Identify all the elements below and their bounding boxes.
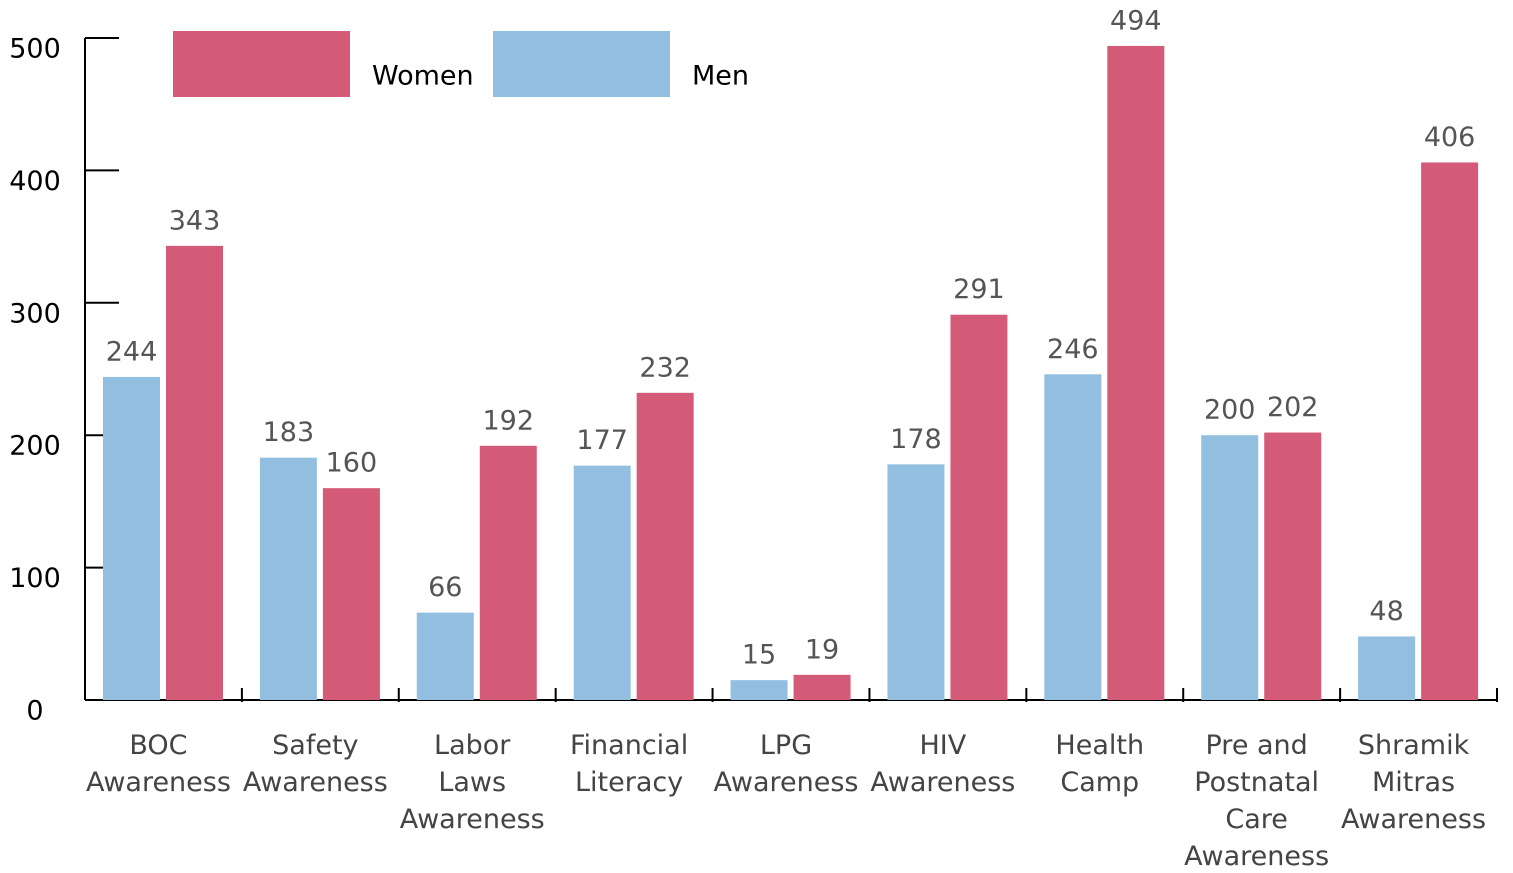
value-label: 19 [805, 634, 839, 665]
x-tick-label: Health Camp [1055, 730, 1145, 798]
bar [730, 680, 788, 700]
x-tick-label: BOC Awareness [85, 730, 231, 798]
bar [1421, 162, 1479, 700]
bar [573, 465, 631, 700]
y-tick-label: 300 [9, 298, 61, 329]
value-label: 160 [326, 448, 378, 479]
bar [166, 245, 223, 701]
legend-swatch [173, 31, 350, 97]
y-tick-label: 0 [26, 696, 43, 727]
bar [416, 612, 474, 700]
x-tick-label: Shramik Mitras Awareness [1341, 730, 1487, 835]
legend-swatch [493, 31, 670, 97]
value-label: 178 [890, 424, 942, 455]
bar [322, 488, 380, 700]
value-label: 343 [169, 205, 221, 236]
value-label: 177 [576, 425, 628, 456]
bar [259, 457, 317, 700]
value-label: 192 [483, 405, 535, 436]
bar [1107, 45, 1165, 701]
value-label: 291 [953, 274, 1005, 305]
value-label: 406 [1424, 122, 1476, 153]
bar [479, 445, 537, 700]
x-tick-label: Labor Laws Awareness [399, 730, 545, 835]
bar [1264, 432, 1322, 700]
y-tick-label: 100 [9, 563, 61, 594]
bar [636, 392, 694, 700]
x-tick-label: Safety Awareness [242, 730, 388, 798]
value-label: 494 [1110, 5, 1162, 36]
value-label: 244 [106, 336, 158, 367]
bar [793, 674, 851, 700]
value-label: 66 [428, 572, 462, 603]
value-label: 200 [1204, 395, 1256, 426]
bar [887, 464, 945, 700]
x-tick-label: Financial Literacy [569, 730, 689, 798]
value-label: 15 [742, 640, 776, 671]
x-tick-label: Pre and Postnatal Care Awareness [1184, 730, 1330, 872]
bar [103, 376, 160, 700]
value-label: 202 [1267, 392, 1319, 423]
x-tick-label: HIV Awareness [870, 730, 1016, 798]
value-label: 232 [639, 352, 691, 383]
bar [1044, 374, 1102, 700]
legend-label: Women [372, 61, 474, 92]
value-label: 246 [1047, 334, 1099, 365]
bar [950, 314, 1008, 700]
bar [1201, 435, 1259, 700]
value-label: 183 [263, 417, 315, 448]
bar [1358, 636, 1416, 700]
y-tick-label: 200 [9, 431, 61, 462]
y-tick-label: 400 [9, 166, 61, 197]
y-tick-label: 500 [9, 34, 61, 65]
x-tick-label: LPG Awareness [713, 730, 859, 798]
value-label: 48 [1369, 596, 1403, 627]
legend-label: Men [692, 61, 749, 92]
